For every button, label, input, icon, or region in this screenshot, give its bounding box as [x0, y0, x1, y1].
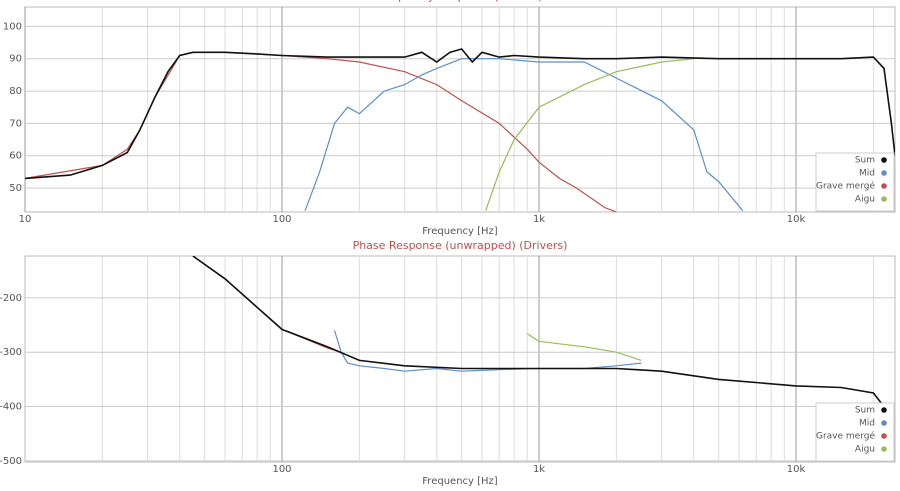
- y-tick-label: 80: [9, 86, 22, 97]
- legend-marker: [881, 420, 887, 426]
- legend-label: Mid: [859, 419, 875, 429]
- series-line: [25, 48, 895, 180]
- legend-box: [815, 152, 895, 212]
- x-tick-label: 100: [272, 464, 291, 475]
- y-tick-label: -500: [0, 456, 22, 467]
- chart-title: Frequency Response (Drivers): [378, 0, 543, 3]
- legend-marker: [881, 183, 887, 189]
- series-line: [485, 58, 694, 211]
- series-line: [304, 58, 744, 212]
- legend-label: Aigu: [855, 195, 875, 205]
- legend-marker: [881, 433, 887, 439]
- legend-marker: [881, 407, 887, 413]
- x-tick-label: 10: [19, 214, 32, 225]
- y-tick-label: -400: [0, 402, 22, 413]
- series-line: [526, 333, 642, 361]
- legend-label: Sum: [855, 156, 875, 166]
- legend-label: Mid: [859, 169, 875, 179]
- x-axis-label: Frequency [Hz]: [422, 226, 498, 237]
- plot-area: [24, 6, 896, 213]
- y-tick-label: -300: [0, 347, 22, 358]
- chart-title: Phase Response (unwrapped) (Drivers): [353, 239, 568, 252]
- y-tick-label: 60: [9, 151, 22, 162]
- legend-label: Grave mergé: [816, 431, 875, 442]
- y-tick-label: 90: [9, 54, 22, 65]
- legend-marker: [881, 196, 887, 202]
- x-tick-label: 10k: [787, 214, 806, 225]
- y-tick-label: 100: [3, 21, 22, 32]
- series-line: [192, 256, 895, 429]
- legend-marker: [881, 170, 887, 176]
- x-tick-label: 10k: [787, 464, 806, 475]
- x-tick-label: 100: [272, 214, 291, 225]
- x-axis-label: Frequency [Hz]: [422, 476, 498, 487]
- legend-marker: [881, 446, 887, 452]
- legend-box: [815, 402, 895, 462]
- x-tick-label: 1k: [533, 464, 545, 475]
- x-tick-label: 1k: [533, 214, 545, 225]
- legend-label: Sum: [855, 406, 875, 416]
- plot-area: [24, 255, 896, 463]
- y-tick-label: 70: [9, 118, 22, 129]
- legend-marker: [881, 157, 887, 163]
- legend-label: Grave mergé: [816, 181, 875, 192]
- y-tick-label: -200: [0, 293, 22, 304]
- y-tick-label: 50: [9, 183, 22, 194]
- legend-label: Aigu: [855, 445, 875, 455]
